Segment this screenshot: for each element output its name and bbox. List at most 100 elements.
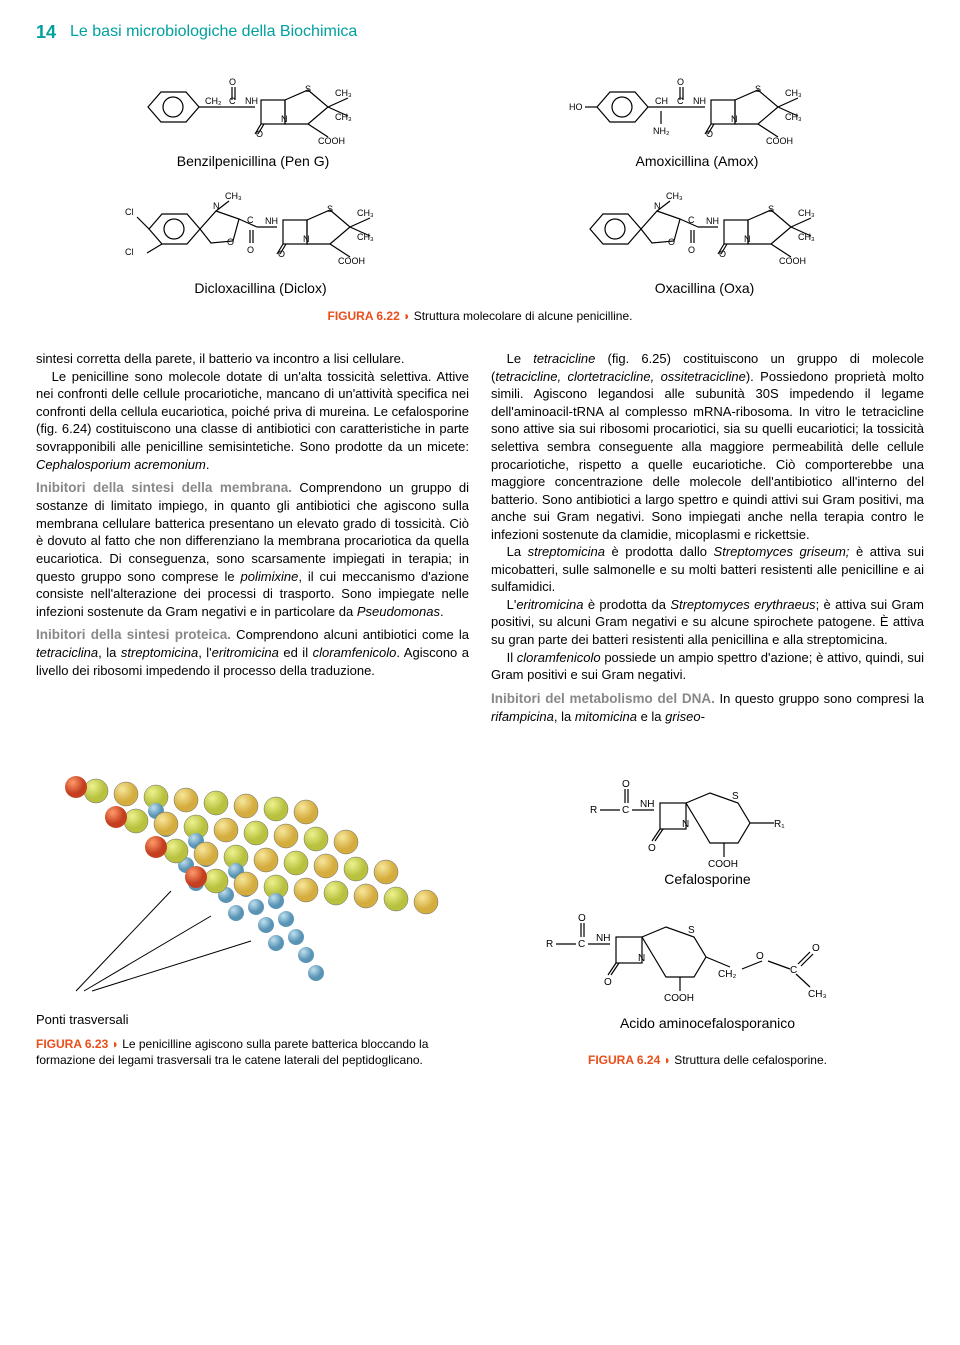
svg-text:Cl: Cl bbox=[125, 247, 134, 257]
svg-text:NH: NH bbox=[596, 933, 610, 944]
figure-caption: FIGURA 6.24 ◗ Struttura delle cefalospor… bbox=[491, 1053, 924, 1069]
svg-text:N: N bbox=[731, 114, 738, 124]
ponti-label: Ponti trasversali bbox=[36, 1011, 469, 1029]
svg-text:S: S bbox=[688, 925, 695, 936]
chapter-title: Le basi microbiologiche della Biochimica bbox=[70, 21, 357, 43]
molecule-label: Oxacillina (Oxa) bbox=[570, 279, 840, 298]
svg-text:COOH: COOH bbox=[338, 256, 365, 266]
body-paragraph: Inibitori della sintesi della membrana. … bbox=[36, 479, 469, 620]
svg-text:O: O bbox=[578, 913, 586, 924]
svg-text:N: N bbox=[744, 234, 751, 244]
column-right: Le tetracicline (fig. 6.25) costituiscon… bbox=[491, 350, 924, 725]
svg-text:NH₂: NH₂ bbox=[653, 126, 670, 136]
svg-text:C: C bbox=[622, 805, 629, 816]
sub-heading: Inibitori del metabolismo del DNA. bbox=[491, 691, 715, 706]
molecule-benzilpenicillina: CH₂ C O NH O N S CH₃ CH₃ bbox=[133, 62, 373, 171]
svg-text:C: C bbox=[688, 215, 695, 225]
molecule-label: Benzilpenicillina (Pen G) bbox=[133, 152, 373, 171]
body-paragraph: Le tetracicline (fig. 6.25) costituiscon… bbox=[491, 350, 924, 543]
svg-text:S: S bbox=[768, 204, 774, 214]
svg-text:NH: NH bbox=[265, 216, 278, 226]
svg-text:N: N bbox=[638, 953, 645, 964]
cefalosporine-label: Cefalosporine bbox=[491, 870, 924, 889]
svg-text:CH₂: CH₂ bbox=[718, 969, 736, 980]
caption-text: Struttura delle cefalosporine. bbox=[674, 1053, 827, 1067]
svg-text:O: O bbox=[648, 843, 656, 854]
svg-text:CH₃: CH₃ bbox=[335, 112, 352, 122]
svg-text:CH₃: CH₃ bbox=[357, 208, 374, 218]
body-paragraph: Le penicilline sono molecole dotate di u… bbox=[36, 368, 469, 473]
svg-text:N: N bbox=[281, 114, 288, 124]
chem-structure-icon: N O CH₃ C O NH O N S bbox=[570, 179, 840, 279]
figure-6-24: R C O NH O N S R₁ bbox=[491, 775, 924, 1068]
svg-text:O: O bbox=[688, 245, 695, 255]
svg-text:CH₂: CH₂ bbox=[205, 96, 222, 106]
body-paragraph: L'eritromicina è prodotta da Streptomyce… bbox=[491, 596, 924, 649]
svg-text:CH₃: CH₃ bbox=[785, 88, 802, 98]
figure-number: FIGURA 6.22 bbox=[328, 309, 400, 323]
chem-structure-icon: R C O NH O N S CH₂ bbox=[538, 909, 878, 1014]
figure-caption: FIGURA 6.23 ◗ Le penicilline agiscono su… bbox=[36, 1037, 469, 1068]
bottom-figures: Ponti trasversali FIGURA 6.23 ◗ Le penic… bbox=[36, 761, 924, 1068]
molecule-label: Dicloxacillina (Diclox) bbox=[121, 279, 401, 298]
page-number: 14 bbox=[36, 20, 56, 44]
molecule-dicloxacillina: Cl Cl N O CH₃ C O bbox=[121, 179, 401, 298]
caption-arrow-icon: ◗ bbox=[112, 1037, 119, 1051]
body-paragraph: Inibitori della sintesi proteica. Compre… bbox=[36, 626, 469, 679]
caption-arrow-icon: ◗ bbox=[664, 1053, 671, 1067]
svg-text:S: S bbox=[732, 791, 739, 802]
svg-text:C: C bbox=[578, 939, 585, 950]
svg-text:COOH: COOH bbox=[779, 256, 806, 266]
svg-text:C: C bbox=[247, 215, 254, 225]
page-header: 14 Le basi microbiologiche della Biochim… bbox=[36, 20, 924, 44]
figure-6-22: CH₂ C O NH O N S CH₃ CH₃ bbox=[36, 62, 924, 324]
sub-heading: Inibitori della sintesi proteica. bbox=[36, 627, 231, 642]
peptidoglycan-diagram-icon bbox=[36, 761, 446, 1001]
svg-text:CH₃: CH₃ bbox=[335, 88, 352, 98]
chem-structure-icon: CH₂ C O NH O N S CH₃ CH₃ bbox=[133, 62, 373, 152]
svg-text:R₁: R₁ bbox=[774, 819, 785, 830]
figure-number: FIGURA 6.24 bbox=[588, 1053, 660, 1067]
svg-text:COOH: COOH bbox=[664, 993, 694, 1004]
svg-text:COOH: COOH bbox=[318, 136, 345, 146]
svg-text:HO: HO bbox=[569, 102, 583, 112]
svg-text:CH₃: CH₃ bbox=[225, 191, 242, 201]
body-paragraph: Il cloramfenicolo possiede un ampio spet… bbox=[491, 649, 924, 684]
figure-6-23: Ponti trasversali FIGURA 6.23 ◗ Le penic… bbox=[36, 761, 469, 1068]
svg-text:COOH: COOH bbox=[766, 136, 793, 146]
svg-text:NH: NH bbox=[245, 96, 258, 106]
svg-text:R: R bbox=[590, 805, 597, 816]
svg-text:O: O bbox=[622, 779, 630, 790]
svg-text:N: N bbox=[303, 234, 310, 244]
svg-text:R: R bbox=[546, 939, 553, 950]
svg-text:CH₃: CH₃ bbox=[808, 989, 827, 1000]
svg-text:NH: NH bbox=[693, 96, 706, 106]
svg-text:O: O bbox=[604, 977, 612, 988]
svg-text:NH: NH bbox=[640, 799, 654, 810]
svg-text:N: N bbox=[682, 819, 689, 830]
molecule-label: Amoxicillina (Amox) bbox=[567, 152, 827, 171]
svg-text:CH₃: CH₃ bbox=[798, 208, 815, 218]
chem-structure-icon: R C O NH O N S R₁ bbox=[578, 775, 838, 870]
svg-text:Cl: Cl bbox=[125, 207, 134, 217]
svg-text:NH: NH bbox=[706, 216, 719, 226]
column-left: sintesi corretta della parete, il batter… bbox=[36, 350, 469, 725]
svg-text:CH₃: CH₃ bbox=[666, 191, 683, 201]
svg-text:CH₃: CH₃ bbox=[798, 232, 815, 242]
acid-label: Acido aminocefalosporanico bbox=[491, 1014, 924, 1033]
chem-structure-icon: Cl Cl N O CH₃ C O bbox=[121, 179, 401, 279]
svg-text:S: S bbox=[755, 84, 761, 94]
svg-text:O: O bbox=[756, 951, 764, 962]
svg-text:O: O bbox=[229, 77, 236, 87]
svg-text:CH₃: CH₃ bbox=[785, 112, 802, 122]
svg-text:CH: CH bbox=[655, 96, 668, 106]
svg-text:O: O bbox=[668, 237, 675, 247]
body-paragraph: Inibitori del metabolismo del DNA. In qu… bbox=[491, 690, 924, 726]
caption-arrow-icon: ◗ bbox=[403, 309, 410, 323]
molecule-oxacillina: N O CH₃ C O NH O N S bbox=[570, 179, 840, 298]
svg-text:O: O bbox=[812, 943, 820, 954]
chem-structure-icon: HO CH NH₂ C O NH O bbox=[567, 62, 827, 152]
figure-caption: FIGURA 6.22 ◗ Struttura molecolare di al… bbox=[36, 308, 924, 324]
svg-text:O: O bbox=[227, 237, 234, 247]
svg-text:COOH: COOH bbox=[708, 859, 738, 870]
